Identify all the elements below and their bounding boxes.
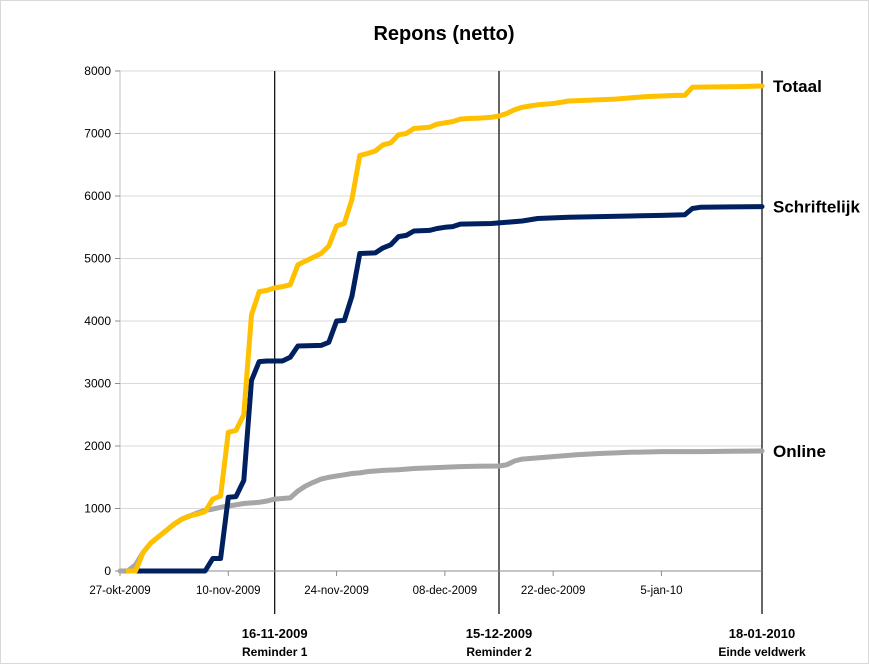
y-tick-label-5: 5000 [84, 252, 111, 266]
series-line-totaal [125, 83, 765, 574]
event-markers [274, 71, 763, 614]
x-axis-ticks: 27-okt-2009 10-nov-2009 24-nov-2009 08-dec-… [89, 571, 683, 597]
series-line-schriftelijk [125, 204, 765, 574]
y-tick-label-2: 2000 [84, 439, 111, 453]
series-label-schriftelijk: Schriftelijk [773, 198, 860, 217]
series-label-totaal: Totaal [773, 77, 822, 96]
x-tick-label-1: 10-nov-2009 [196, 585, 261, 597]
series-label-online: Online [773, 442, 826, 461]
x-tick-label-5: 5-jan-10 [640, 585, 682, 597]
chart-title: Repons (netto) [373, 23, 514, 45]
series-labels: Totaal Schriftelijk Online [773, 77, 860, 461]
y-tick-label-6: 6000 [84, 189, 111, 203]
series-line-online [117, 448, 765, 574]
y-tick-label-0: 0 [104, 564, 111, 578]
y-tick-label-7: 7000 [84, 127, 111, 141]
marker-date-label-2: 18-01-2010 [729, 626, 796, 641]
y-axis-ticks: 0 1000 2000 3000 4000 5000 6000 7000 8000 [84, 64, 120, 578]
x-tick-label-4: 22-dec-2009 [521, 585, 586, 597]
series-lines [117, 83, 765, 574]
y-tick-label-1: 1000 [84, 502, 111, 516]
marker-text-label-1: Reminder 2 [466, 645, 532, 659]
gridlines [120, 70, 762, 509]
y-tick-label-8: 8000 [84, 64, 111, 78]
marker-date-label-0: 16-11-2009 [242, 626, 308, 641]
y-tick-label-3: 3000 [84, 377, 111, 391]
marker-text-label-2: Einde veldwerk [718, 645, 806, 659]
marker-date-label-1: 15-12-2009 [466, 626, 533, 641]
y-tick-label-4: 4000 [84, 314, 111, 328]
marker-text-label-0: Reminder 1 [242, 645, 308, 659]
x-tick-label-3: 08-dec-2009 [413, 585, 478, 597]
x-tick-label-2: 24-nov-2009 [304, 585, 369, 597]
marker-labels: 16-11-2009 Reminder 1 15-12-2009 Reminder 2… [242, 626, 806, 659]
x-tick-label-0: 27-okt-2009 [89, 585, 150, 597]
